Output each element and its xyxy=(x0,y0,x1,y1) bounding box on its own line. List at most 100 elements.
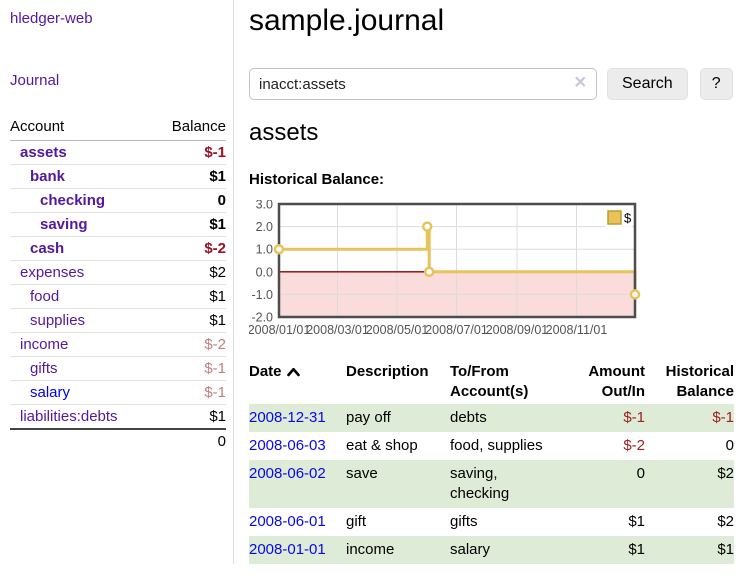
account-link-income[interactable]: income xyxy=(20,336,69,353)
transaction-amount: $-1 xyxy=(623,409,645,426)
transaction-date-link[interactable]: 2008-01-01 xyxy=(249,541,326,558)
transaction-row[interactable]: 2008-06-03 eat & shop food, supplies $-2… xyxy=(249,432,734,460)
account-link-food[interactable]: food xyxy=(30,288,60,305)
page-title: sample.journal xyxy=(249,4,445,37)
transaction-amount: $-2 xyxy=(623,437,645,454)
y-axis-tick-label: 2.0 xyxy=(256,220,273,234)
transaction-date-link[interactable]: 2008-12-31 xyxy=(249,409,326,426)
clear-search-icon[interactable]: ✕ xyxy=(573,74,587,92)
account-balance: $-1 xyxy=(153,380,226,405)
register-header-balance: Historical Balance xyxy=(665,363,734,400)
transaction-description: income xyxy=(346,541,395,558)
account-row: income $-2 xyxy=(10,332,226,357)
account-link-liabilities-debts[interactable]: liabilities:debts xyxy=(20,408,118,425)
register-header-description: Description xyxy=(346,363,429,380)
account-link-cash[interactable]: cash xyxy=(30,240,65,257)
account-balance: $1 xyxy=(153,284,226,309)
transaction-row[interactable]: 2008-01-01 income salary $1 $1 xyxy=(249,536,734,564)
account-balance: $-1 xyxy=(153,140,226,165)
account-link-bank[interactable]: bank xyxy=(30,168,66,185)
transaction-balance: $2 xyxy=(717,465,734,482)
transaction-description: save xyxy=(346,465,378,482)
date-header-label: Date xyxy=(249,363,282,380)
search-button[interactable]: Search xyxy=(607,68,688,100)
account-link-gifts[interactable]: gifts xyxy=(30,360,58,377)
account-balance: $1 xyxy=(153,404,226,430)
transaction-accounts: salary xyxy=(450,541,491,558)
register-header-amount: Amount Out/In xyxy=(588,363,645,400)
x-axis-tick-label: 2008/01/01 xyxy=(249,323,310,337)
transaction-row[interactable]: 2008-06-02 save saving, checking 0 $2 xyxy=(249,460,734,508)
transaction-balance: 0 xyxy=(725,437,734,454)
transaction-amount: $1 xyxy=(628,513,645,530)
x-axis-tick-label: 2008/09/01 xyxy=(486,323,549,337)
transaction-date-link[interactable]: 2008-06-02 xyxy=(249,465,326,482)
transaction-description: pay off xyxy=(346,409,391,426)
y-axis-tick-label: 0.0 xyxy=(256,265,273,279)
account-link-supplies[interactable]: supplies xyxy=(30,312,86,329)
transaction-accounts: saving, checking xyxy=(450,465,510,502)
transaction-accounts: food, supplies xyxy=(450,437,543,454)
legend-swatch xyxy=(607,210,622,225)
app-title-link[interactable]: hledger-web xyxy=(10,10,93,27)
register-header-accounts: To/From Account(s) xyxy=(450,363,529,400)
x-axis-tick-label: 2008/05/01 xyxy=(366,323,429,337)
account-balance: 0 xyxy=(153,188,226,213)
transaction-date-link[interactable]: 2008-06-03 xyxy=(249,437,326,454)
sidebar-nav: Journal xyxy=(10,72,226,89)
search-input[interactable] xyxy=(249,68,597,100)
account-balance: $1 xyxy=(153,212,226,237)
accounts-table: Account Balance assets $-1 bank $1 check… xyxy=(10,116,226,453)
account-row: supplies $1 xyxy=(10,308,226,333)
transaction-accounts: debts xyxy=(450,409,487,426)
transaction-balance: $1 xyxy=(717,541,734,558)
sidebar: hledger-web Journal Account Balance asse… xyxy=(0,0,234,564)
transaction-row[interactable]: 2008-12-31 pay off debts $-1 $-1 xyxy=(249,404,734,432)
balance-chart-svg: $3.0 2.0 1.0 0.0 -1.0 -2.02008/01/012008/03/0… xyxy=(249,200,641,337)
data-point-marker xyxy=(422,221,433,232)
register-table: Date Description To/From Account(s) Amou… xyxy=(249,360,734,564)
x-axis-tick-label: 2008/07/01 xyxy=(425,323,488,337)
chart-title: Historical Balance: xyxy=(249,171,385,188)
account-row: expenses $2 xyxy=(10,260,226,285)
transaction-balance: $-1 xyxy=(712,409,734,426)
account-balance: $-2 xyxy=(153,332,226,357)
x-axis-tick-label: 2008/11/01 xyxy=(546,323,608,337)
account-balance: $1 xyxy=(153,308,226,333)
register-header-date[interactable]: Date xyxy=(249,360,346,404)
account-link-expenses[interactable]: expenses xyxy=(20,264,85,281)
transaction-description: gift xyxy=(346,513,367,530)
account-balance: $-1 xyxy=(153,356,226,381)
transaction-description: eat & shop xyxy=(346,437,418,454)
accounts-total-value: 0 xyxy=(153,428,226,453)
account-balance: $2 xyxy=(153,260,226,285)
hledger-web-app: hledger-web Journal Account Balance asse… xyxy=(0,0,734,564)
account-row: checking 0 xyxy=(10,188,226,213)
account-balance: $1 xyxy=(153,164,226,189)
transaction-row[interactable]: 2008-06-01 gift gifts $1 $2 xyxy=(249,508,734,536)
legend-label: $ xyxy=(624,211,632,226)
account-heading: assets xyxy=(249,119,319,146)
chart-border xyxy=(277,202,637,319)
search-input-wrap: ✕ xyxy=(249,68,597,100)
transaction-date-link[interactable]: 2008-06-01 xyxy=(249,513,326,530)
help-button[interactable]: ? xyxy=(699,68,733,100)
account-row: salary $-1 xyxy=(10,380,226,405)
y-axis-tick-label: -2.0 xyxy=(251,311,273,325)
x-axis-tick-label: 2008/03/01 xyxy=(306,323,369,337)
search-form: ✕ Search ? xyxy=(249,68,734,100)
account-row: saving $1 xyxy=(10,212,226,237)
account-row: cash $-2 xyxy=(10,236,226,261)
register-header-row: Date Description To/From Account(s) Amou… xyxy=(249,360,734,404)
account-link-checking[interactable]: checking xyxy=(40,192,106,209)
transaction-balance: $2 xyxy=(717,513,734,530)
account-link-assets[interactable]: assets xyxy=(20,144,67,161)
nav-journal-link[interactable]: Journal xyxy=(10,72,60,89)
account-link-saving[interactable]: saving xyxy=(40,216,88,233)
data-point-marker xyxy=(423,266,435,278)
accounts-total-row: 0 xyxy=(10,428,226,453)
accounts-header-balance: Balance xyxy=(153,116,226,141)
account-link-salary[interactable]: salary xyxy=(30,384,71,401)
data-point-marker xyxy=(629,289,641,300)
account-row: liabilities:debts $1 xyxy=(10,404,226,430)
